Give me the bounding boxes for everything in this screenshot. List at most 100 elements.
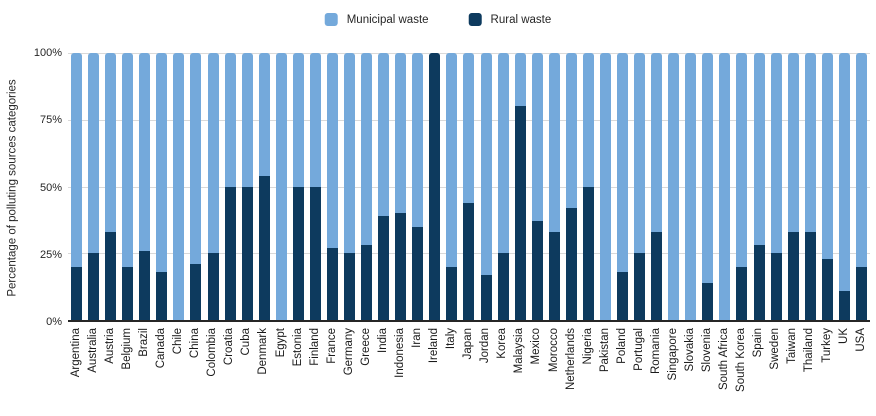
bar-rural-segment[interactable] [361,245,373,320]
bar-rural-segment[interactable] [617,271,629,320]
bar-usa[interactable] [855,53,867,320]
bar-rural-segment[interactable] [651,231,663,320]
x-label-slovakia: Slovakia [684,328,697,372]
bar-austria[interactable] [105,53,117,320]
bar-rural-segment[interactable] [71,266,83,320]
bar-estonia[interactable] [292,53,304,320]
x-label-pakistan: Pakistan [598,328,611,373]
bar-rural-segment[interactable] [838,290,850,320]
bar-south-africa[interactable] [719,53,731,320]
bar-india[interactable] [378,53,390,320]
bar-cell [460,53,477,320]
bar-korea[interactable] [497,53,509,320]
bar-malaysia[interactable] [514,53,526,320]
bar-cell [119,53,136,320]
bar-rural-segment[interactable] [855,266,867,320]
bar-taiwan[interactable] [787,53,799,320]
bar-slovakia[interactable] [685,53,697,320]
bar-greece[interactable] [361,53,373,320]
bar-italy[interactable] [446,53,458,320]
bar-pakistan[interactable] [599,53,611,320]
bar-chile[interactable] [173,53,185,320]
bar-rural-segment[interactable] [378,215,390,320]
bar-jordan[interactable] [480,53,492,320]
bar-slovenia[interactable] [702,53,714,320]
bar-mexico[interactable] [531,53,543,320]
bar-turkey[interactable] [821,53,833,320]
bar-denmark[interactable] [258,53,270,320]
bar-finland[interactable] [309,53,321,320]
bar-ireland[interactable] [429,53,441,320]
bar-china[interactable] [190,53,202,320]
bar-rural-segment[interactable] [480,274,492,320]
bar-rural-segment[interactable] [463,202,475,320]
bar-rural-segment[interactable] [412,226,424,320]
bar-rural-segment[interactable] [531,221,543,320]
bar-rural-segment[interactable] [139,250,151,320]
bar-spain[interactable] [753,53,765,320]
bar-rural-segment[interactable] [156,271,168,320]
x-label-spain: Spain [752,328,765,358]
bar-nigeria[interactable] [582,53,594,320]
bar-rural-segment[interactable] [753,245,765,320]
bar-belgium[interactable] [122,53,134,320]
bar-rural-segment[interactable] [770,253,782,320]
bar-egypt[interactable] [275,53,287,320]
bar-france[interactable] [326,53,338,320]
bar-rural-segment[interactable] [122,266,134,320]
x-label-ireland: Ireland [428,328,441,364]
bar-rural-segment[interactable] [804,231,816,320]
bar-rural-segment[interactable] [497,253,509,320]
bar-rural-segment[interactable] [582,186,594,320]
bar-netherlands[interactable] [565,53,577,320]
bar-rural-segment[interactable] [309,186,321,320]
bar-germany[interactable] [344,53,356,320]
bar-uk[interactable] [838,53,850,320]
bar-rural-segment[interactable] [241,186,253,320]
bar-brazil[interactable] [139,53,151,320]
bar-colombia[interactable] [207,53,219,320]
bar-sweden[interactable] [770,53,782,320]
bar-rural-segment[interactable] [565,207,577,320]
bar-rural-segment[interactable] [292,186,304,320]
bar-rural-segment[interactable] [258,175,270,320]
bar-rural-segment[interactable] [702,282,714,320]
bar-south-korea[interactable] [736,53,748,320]
bar-singapore[interactable] [668,53,680,320]
bar-rural-segment[interactable] [514,106,526,320]
bar-rural-segment[interactable] [326,247,338,320]
bar-rural-segment[interactable] [821,258,833,320]
x-label-brazil: Brazil [138,328,151,357]
bar-rural-segment[interactable] [105,231,117,320]
bar-japan[interactable] [463,53,475,320]
bar-rural-segment[interactable] [344,253,356,320]
legend-item-municipal-waste[interactable]: Municipal waste [324,13,429,26]
x-label-cell: Denmark [256,328,273,416]
bar-canada[interactable] [156,53,168,320]
bar-rural-segment[interactable] [787,231,799,320]
legend-item-rural-waste[interactable]: Rural waste [468,13,551,26]
x-label-cell: Romania [648,328,665,416]
bar-indonesia[interactable] [395,53,407,320]
bar-rural-segment[interactable] [548,231,560,320]
bar-rural-segment[interactable] [736,266,748,320]
bar-rural-segment[interactable] [224,186,236,320]
bar-croatia[interactable] [224,53,236,320]
bar-thailand[interactable] [804,53,816,320]
bar-rural-segment[interactable] [395,213,407,320]
y-tick-label: 0% [46,316,62,328]
bar-cuba[interactable] [241,53,253,320]
bar-australia[interactable] [88,53,100,320]
bar-rural-segment[interactable] [634,253,646,320]
bar-poland[interactable] [617,53,629,320]
bar-morocco[interactable] [548,53,560,320]
bar-rural-segment[interactable] [190,263,202,320]
bar-rural-segment[interactable] [88,253,100,320]
bar-rural-segment[interactable] [429,53,441,320]
bar-rural-segment[interactable] [207,253,219,320]
bar-argentina[interactable] [71,53,83,320]
bar-portugal[interactable] [634,53,646,320]
bar-rural-segment[interactable] [446,266,458,320]
bar-iran[interactable] [412,53,424,320]
bar-romania[interactable] [651,53,663,320]
